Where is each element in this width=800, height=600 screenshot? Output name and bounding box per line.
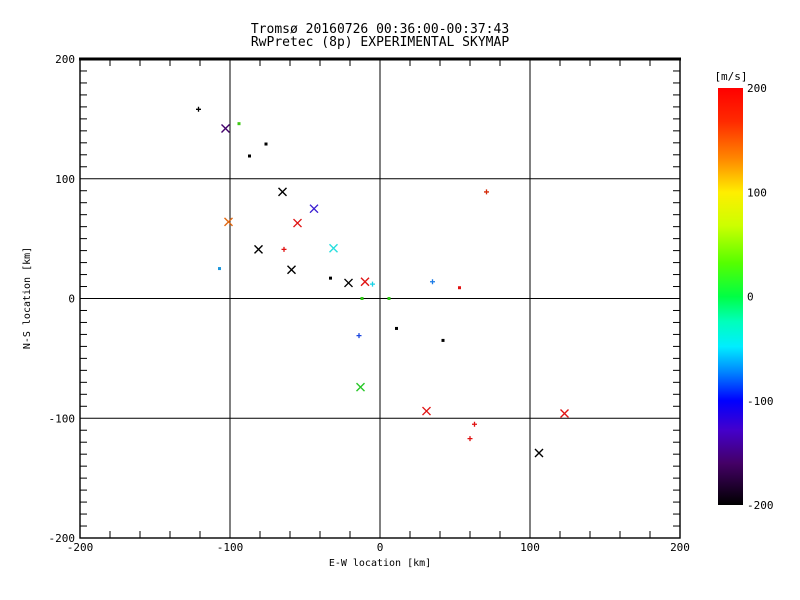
data-point-plus: [281, 246, 287, 252]
data-point-dot: [329, 276, 332, 280]
data-point-x: [356, 382, 365, 392]
colorbar-gradient: [718, 88, 743, 505]
data-point-x: [287, 265, 296, 275]
data-point-dot: [248, 154, 251, 158]
colorbar-tick-label: 0: [747, 291, 754, 304]
x-tick-label: 100: [520, 541, 540, 554]
x-tick-label: 200: [670, 541, 690, 554]
data-point-dot: [458, 286, 461, 290]
data-point-x: [221, 123, 230, 133]
plot-title: Tromsø 20160726 00:36:00-00:37:43: [251, 22, 509, 37]
data-point-x: [560, 408, 569, 418]
data-point-plus: [467, 436, 473, 442]
data-point-x: [254, 244, 263, 254]
data-point-x: [329, 243, 338, 253]
data-point-plus: [370, 281, 375, 287]
data-point-plus: [484, 189, 489, 195]
data-point-x: [344, 278, 353, 288]
data-point-dot: [237, 122, 241, 126]
colorbar-tick-label: -200: [747, 499, 774, 512]
data-point-x: [224, 217, 233, 227]
y-tick-label: 100: [55, 173, 75, 186]
colorbar-tick-label: -100: [747, 395, 774, 408]
y-tick-label: 0: [68, 293, 75, 306]
y-tick-label: -100: [49, 412, 76, 425]
data-point-plus: [472, 421, 477, 427]
data-point-x: [309, 204, 319, 214]
colorbar: 200 100 0 -100 -200: [718, 82, 774, 512]
x-axis-title: E-W location [km]: [329, 558, 431, 569]
plot-subtitle: RwPretec (8p) EXPERIMENTAL SKYMAP: [251, 35, 509, 50]
data-point-plus: [430, 279, 435, 285]
data-point-x: [534, 448, 544, 458]
axes: -200 -100 0 100 200 -200 -100 0 100 200: [49, 53, 690, 554]
data-point-dot: [441, 338, 445, 342]
x-tick-label: -200: [67, 541, 94, 554]
colorbar-tick-label: 100: [747, 186, 767, 199]
data-point-x: [422, 406, 431, 416]
colorbar-unit-label: [m/s]: [714, 70, 747, 83]
data-point-x: [293, 218, 302, 228]
data-point-dot: [218, 267, 221, 271]
data-point-x: [360, 277, 370, 287]
data-point-dot: [264, 142, 268, 146]
data-points: [196, 106, 569, 458]
data-point-dot: [387, 297, 391, 300]
data-point-dot: [395, 326, 398, 330]
y-tick-label: 200: [55, 53, 75, 66]
data-point-dot: [360, 297, 364, 300]
data-point-plus: [196, 106, 201, 112]
data-point-plus: [356, 333, 362, 339]
data-point-x: [278, 187, 287, 197]
colorbar-tick-label: 200: [747, 82, 767, 95]
x-tick-label: 0: [377, 541, 384, 554]
x-tick-label: -100: [217, 541, 244, 554]
y-axis-title: N-S location [km]: [22, 247, 33, 349]
y-tick-label: -200: [49, 532, 76, 545]
